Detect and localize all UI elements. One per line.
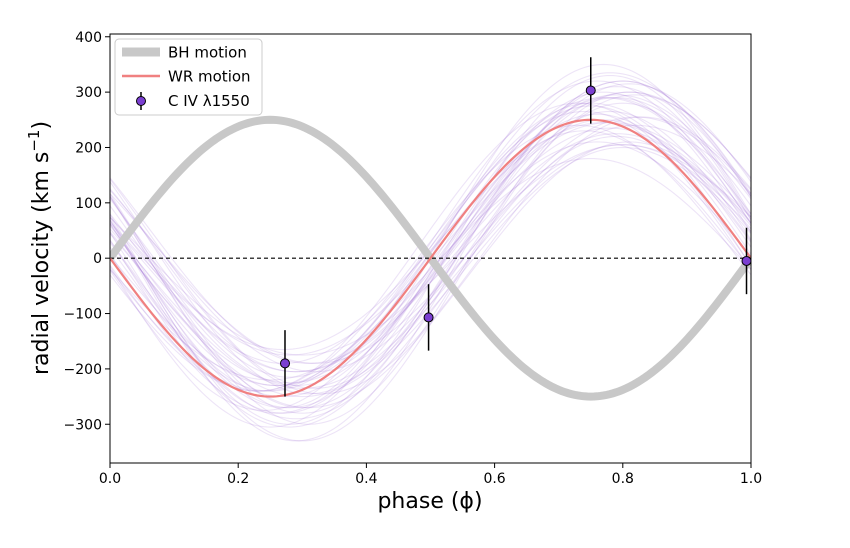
posterior-sample-curve <box>110 144 751 356</box>
x-tick-label: 0.0 <box>99 471 121 487</box>
posterior-sample-curve <box>110 91 751 414</box>
y-tick-label: −100 <box>64 307 102 323</box>
posterior-sample-curve <box>110 110 751 428</box>
y-tick-label: 300 <box>75 85 102 101</box>
legend-civ-label: C IV λ1550 <box>168 92 250 110</box>
posterior-sample-curve <box>110 116 751 373</box>
legend-bh-label: BH motion <box>168 44 247 62</box>
wr-motion-curve <box>110 118 751 398</box>
posterior-sample-curve <box>110 146 751 398</box>
x-axis-ticks: 0.0 0.2 0.4 0.6 0.8 1.0 <box>99 463 762 487</box>
posterior-sample-curve <box>110 80 751 387</box>
wr-motion-curve-group <box>110 118 751 398</box>
x-tick-label: 0.8 <box>612 471 634 487</box>
posterior-sample-curve <box>110 97 751 409</box>
posterior-sample-curve <box>110 102 751 392</box>
legend-box <box>114 38 263 116</box>
y-axis-label-main: radial velocity (km s <box>29 152 54 375</box>
y-axis-label-close: ) <box>29 121 54 130</box>
x-tick-label: 1.0 <box>740 471 762 487</box>
posterior-sample-curve <box>110 86 751 442</box>
x-tick-label: 0.2 <box>227 471 249 487</box>
posterior-sample-curve <box>110 116 751 395</box>
posterior-sample-curve <box>110 144 751 389</box>
y-tick-label: 200 <box>75 140 102 156</box>
posterior-sample-curve <box>110 97 751 387</box>
posterior-sample-curve <box>110 80 751 414</box>
posterior-sample-curve <box>110 113 751 414</box>
y-tick-label: −200 <box>64 362 102 378</box>
posterior-sample-curve <box>110 83 751 395</box>
posterior-sample-curve <box>110 94 751 389</box>
posterior-sample-curve <box>110 119 751 398</box>
y-axis-label-sup: −1 <box>25 130 43 152</box>
x-tick-label: 0.4 <box>355 471 377 487</box>
civ-data-points <box>279 57 752 397</box>
plot-frame <box>109 33 752 464</box>
legend-civ-marker <box>136 96 146 106</box>
x-axis-label: phase (ϕ) <box>377 489 482 514</box>
x-tick-label: 0.6 <box>483 471 505 487</box>
posterior-sample-curve <box>110 74 751 425</box>
civ-data-point <box>423 312 434 323</box>
posterior-sample-curve <box>110 91 751 364</box>
y-tick-label: 400 <box>75 30 102 46</box>
posterior-sample-curve <box>110 124 751 392</box>
civ-data-point <box>585 85 596 96</box>
legend-wr-label: WR motion <box>168 68 251 86</box>
posterior-sample-curve <box>110 122 751 351</box>
posterior-sample-curve <box>110 102 751 392</box>
posterior-sample-curve <box>110 80 751 409</box>
posterior-sample-curve <box>110 97 751 364</box>
posterior-sample-curve <box>110 157 751 381</box>
y-axis-label: radial velocity (km s−1) <box>25 121 54 375</box>
y-tick-label: 100 <box>75 196 102 212</box>
civ-data-point <box>279 358 290 369</box>
y-tick-label: 0 <box>93 251 102 267</box>
civ-data-point <box>741 255 752 266</box>
posterior-sample-curve <box>110 105 751 428</box>
posterior-sample-curve <box>110 102 751 442</box>
posterior-sample-curve <box>110 94 751 373</box>
posterior-sample-curve <box>110 127 751 384</box>
posterior-sample-curve <box>110 63 751 409</box>
posterior-sample-curve <box>110 141 751 387</box>
posterior-sample-curve <box>110 124 751 364</box>
y-tick-label: −300 <box>64 417 102 433</box>
y-axis-ticks: −300 −200 −100 0 100 200 300 400 <box>64 30 110 433</box>
legend: BH motion WR motion C IV λ1550 <box>114 38 263 116</box>
posterior-sample-curve <box>110 141 751 409</box>
